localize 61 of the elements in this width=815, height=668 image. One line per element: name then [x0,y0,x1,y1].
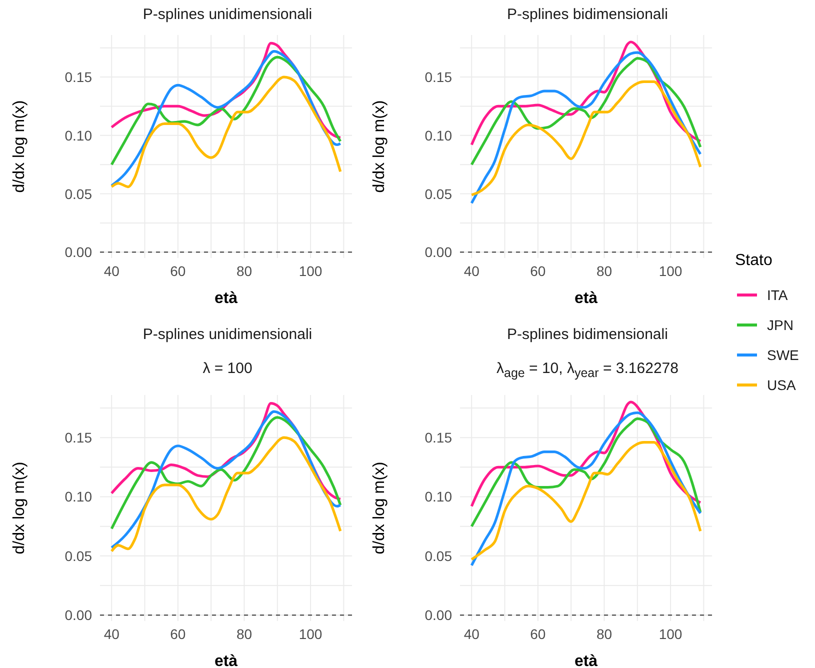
legend-title: Stato [735,252,774,270]
line-series [470,51,702,204]
x-tick-label: 100 [658,262,682,279]
y-axis-title: d/dx log m(x) [371,100,388,193]
line-series [470,441,702,561]
y-axis-title: d/dx log m(x) [11,462,28,554]
chart-subtitle: λ = 100 [202,360,254,377]
y-axis-title: d/dx log m(x) [11,100,28,193]
line-series [110,416,342,530]
y-tick-label: 0.10 [424,127,452,144]
x-tick-label: 60 [530,626,546,642]
x-axis-title: età [214,290,238,307]
y-tick-label: 0.05 [64,548,92,564]
y-tick-label: 0.00 [64,244,92,260]
y-tick-label: 0.15 [64,430,92,446]
line-series [110,76,342,188]
y-tick-label: 0.05 [424,186,452,202]
y-tick-label: 0.15 [64,69,92,85]
x-axis-title: età [574,290,598,307]
y-tick-label: 0.00 [424,244,452,260]
x-tick-label: 60 [170,626,186,642]
legend-label: JPN [767,317,794,333]
line-series [470,80,702,196]
x-tick-label: 40 [464,626,480,642]
x-tick-label: 40 [104,262,120,279]
x-tick-label: 40 [104,626,120,642]
x-tick-label: 100 [298,262,322,279]
y-tick-label: 0.05 [64,186,92,202]
y-tick-label: 0.10 [64,488,92,505]
x-tick-label: 80 [236,262,252,279]
y-tick-label: 0.10 [424,488,452,505]
x-tick-label: 80 [236,626,252,642]
x-tick-label: 60 [170,262,186,279]
y-tick-label: 0.10 [64,127,92,144]
legend-label: SWE [767,347,799,363]
chart-title: P-splines bidimensionali [506,326,669,345]
line-series [470,57,702,166]
chart-subtitle: λ$_{age}$ = 10, λ$_{year}$ = 3.162278 [496,360,680,380]
line-series [470,417,702,528]
y-tick-label: 0.00 [424,607,452,624]
y-axis-title: d/dx log m(x) [371,462,388,554]
legend-label: USA [767,377,796,393]
y-tick-label: 0.00 [64,607,92,624]
y-tick-label: 0.05 [424,548,452,564]
chart-title: P-splines unidimensionali [142,326,314,345]
x-tick-label: 100 [298,626,322,642]
line-series [110,436,342,552]
x-tick-label: 100 [658,626,682,642]
x-tick-label: 40 [464,262,480,279]
x-axis-title: età [574,653,598,668]
y-tick-label: 0.15 [424,69,452,85]
y-tick-label: 0.15 [424,430,452,446]
x-axis-title: età [214,653,238,668]
x-tick-label: 60 [530,262,546,279]
x-tick-label: 80 [596,262,612,279]
chart-title: P-splines bidimensionali [506,6,669,25]
x-tick-label: 80 [596,626,612,642]
line-series [470,411,702,567]
line-series [110,56,342,166]
chart-title: P-splines unidimensionali [142,6,314,25]
legend-label: ITA [767,287,788,303]
